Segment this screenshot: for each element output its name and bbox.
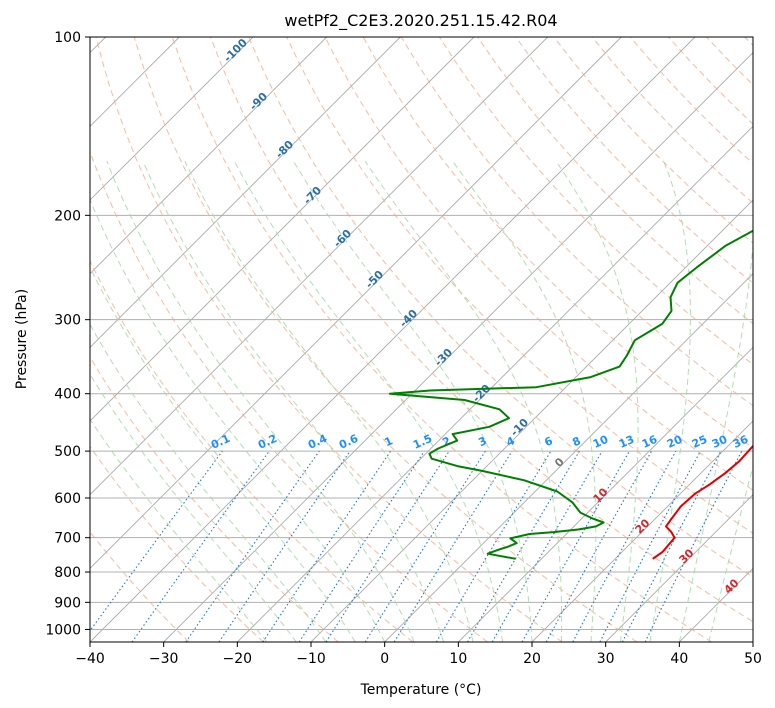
x-tick-label: −10: [296, 651, 326, 667]
dry-adiabat-line: [210, 37, 753, 623]
isotherm-line: [90, 37, 548, 496]
y-tick-label: 500: [54, 444, 81, 460]
x-tick-label: −30: [149, 651, 179, 667]
moist-adiabat-line: [364, 160, 563, 642]
dry-adiabat-line: [324, 37, 753, 491]
mixing-ratio-line: [131, 450, 270, 642]
dry-adiabat-line: [90, 445, 264, 642]
mixing-ratio-label: 10: [591, 433, 611, 451]
y-tick-label: 600: [54, 491, 81, 507]
y-tick-label: 800: [54, 565, 81, 581]
moist-adiabat-line: [90, 323, 327, 642]
y-axis-title: Pressure (hPa): [14, 289, 30, 389]
dewpoint-profile-line: [388, 229, 753, 560]
mixing-ratio-line: [298, 450, 425, 642]
isotherm-line: [531, 420, 753, 642]
isotherm-line: [90, 37, 401, 348]
x-axis-title: Temperature (°C): [360, 682, 482, 698]
moist-adiabat-line: [555, 160, 639, 642]
mixing-ratio-line: [644, 450, 743, 642]
x-tick-label: 10: [449, 651, 467, 667]
mixing-ratio-line: [393, 450, 513, 642]
moist-adiabat-line: [142, 160, 445, 642]
isotherm-line: [90, 37, 475, 422]
isotherm-line: [90, 37, 327, 275]
moist-adiabat-line: [452, 160, 597, 642]
moist-adiabat-line: [90, 418, 268, 642]
isotherm-line: [384, 273, 753, 642]
dry-adiabat-line: [171, 37, 712, 642]
mixing-ratio-line: [325, 450, 450, 642]
y-tick-label: 700: [54, 531, 81, 547]
moist-adiabat-line: [678, 238, 753, 642]
mixing-ratio-label: 16: [640, 433, 660, 451]
isotherm-line: [163, 52, 753, 642]
isotherm-line: [90, 37, 696, 642]
mixing-ratio-label: 25: [690, 433, 709, 451]
moist-adiabat-line: [184, 160, 474, 642]
plot-area: 0.1 0.2 0.4 0.6 1 1.5 2 3 4 6 8 10 13 16 20 25 30 36-100-…: [90, 37, 753, 642]
dry-adiabat-line: [95, 37, 563, 642]
y-tick-label: 1000: [45, 622, 81, 638]
mixing-ratio-line: [521, 450, 630, 642]
mixing-ratio-label: 30: [710, 433, 730, 451]
y-tick-label: 900: [54, 595, 81, 611]
isotherm-line: [237, 125, 753, 642]
moist-adiabat-line: [292, 160, 533, 642]
axis-ticks: −40 −30 −20 −10 0 10 20 30 40 50 100 200 300 400 500 60…: [45, 30, 762, 667]
x-tick-label: 30: [597, 651, 615, 667]
temperature-profile-line: [652, 444, 753, 560]
y-tick-label: 100: [54, 30, 81, 46]
x-tick-label: 0: [380, 651, 389, 667]
mixing-ratio-line: [545, 450, 653, 642]
moist-adiabat-line: [106, 160, 415, 642]
dry-adiabat-line: [286, 37, 753, 534]
dry-adiabat-line: [90, 259, 414, 642]
mixing-ratio-line: [185, 450, 320, 642]
moist-adiabat-line: [649, 160, 691, 642]
isotherm-line: [605, 494, 753, 642]
mixing-ratio-label: 20: [665, 433, 685, 451]
moist-adiabat-line: [708, 464, 753, 642]
isotherm-line: [90, 37, 622, 569]
moist-adiabat-line: [90, 266, 356, 642]
dry-adiabat-line: [248, 37, 753, 578]
mixing-ratio-line: [262, 450, 392, 642]
y-tick-label: 300: [54, 313, 81, 329]
x-tick-label: −40: [75, 651, 105, 667]
mixing-ratio-label: 13: [617, 433, 636, 451]
mixing-ratio-label: 36: [731, 433, 751, 451]
isotherm-line: [90, 37, 254, 201]
moist-adiabat-line: [90, 198, 386, 642]
dry-adiabat-line: [133, 37, 638, 642]
mixing-ratio-line: [572, 450, 677, 642]
x-tick-label: 40: [670, 651, 688, 667]
dry-adiabat-line: [90, 356, 339, 642]
mixing-ratio-line: [90, 450, 223, 632]
dry-adiabat-line: [515, 37, 753, 284]
x-tick-label: −20: [223, 651, 253, 667]
isotherm-line: [458, 346, 753, 642]
moist-adiabat-line: [90, 373, 297, 642]
x-tick-label: 50: [744, 651, 762, 667]
chart-title: wetPf2_C2E3.2020.251.15.42.R04: [284, 11, 557, 31]
plot-frame: [89, 36, 754, 643]
mixing-ratio-line: [218, 450, 351, 642]
y-tick-label: 200: [54, 208, 81, 224]
x-tick-label: 20: [523, 651, 541, 667]
y-tick-label: 400: [54, 387, 81, 403]
